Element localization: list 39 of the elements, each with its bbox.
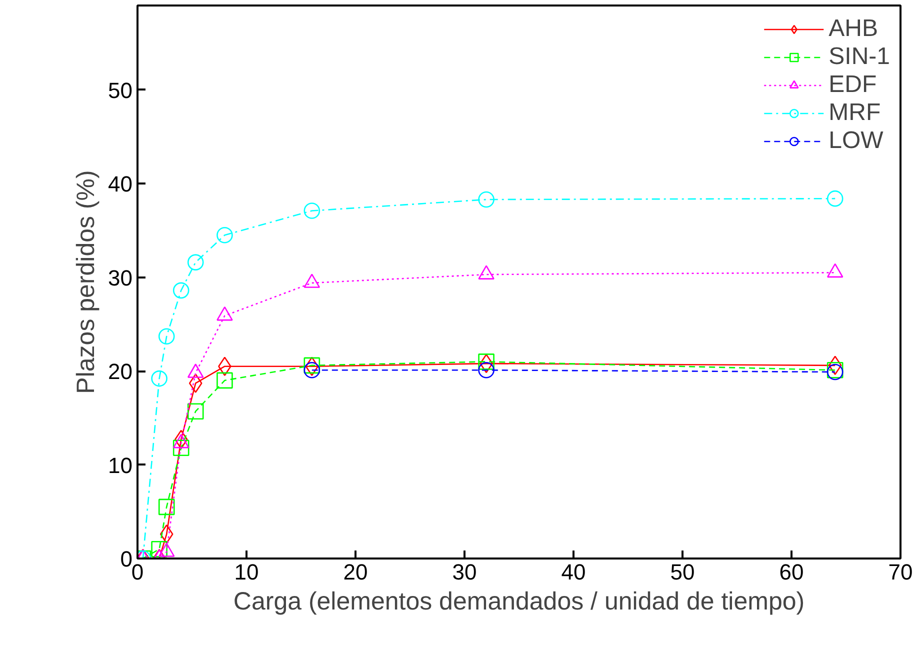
x-tick-label: 40 — [561, 560, 586, 584]
point — [188, 374, 202, 393]
point — [151, 540, 168, 558]
point — [304, 202, 320, 219]
y-tick-label: 50 — [108, 78, 133, 103]
y-axis-title: Plazos perdidos (%) — [72, 170, 100, 394]
x-tick-label: 50 — [670, 560, 695, 584]
x-tick-label: 30 — [452, 560, 477, 584]
y-tick-label: 30 — [108, 265, 133, 290]
x-tick-label: 20 — [343, 560, 368, 584]
point — [187, 254, 204, 270]
point — [478, 362, 494, 378]
point — [478, 191, 494, 208]
legend-label: MRF — [828, 99, 881, 127]
point — [158, 498, 175, 516]
point — [158, 328, 175, 344]
y-tick-label: 40 — [108, 172, 133, 197]
point — [160, 524, 174, 544]
x-tick-label: 60 — [779, 560, 804, 584]
x-tick-label: 70 — [888, 560, 913, 584]
legend-label: LOW — [828, 127, 884, 155]
point — [151, 370, 168, 387]
point — [828, 356, 842, 376]
legend-label: AHB — [828, 15, 878, 43]
y-tick-label: 10 — [108, 452, 133, 478]
legend-label: SIN-1 — [828, 43, 890, 71]
x-axis-title: Carga (elementos demandados / unidad de tiempo) — [233, 588, 805, 616]
point — [172, 440, 190, 456]
point — [304, 362, 320, 378]
point — [187, 403, 204, 420]
point — [172, 282, 190, 299]
legend-label: EDF — [828, 71, 877, 99]
y-tick-label: 20 — [108, 359, 133, 384]
point — [216, 227, 233, 244]
x-tick-label: 10 — [234, 560, 259, 584]
point — [826, 190, 844, 207]
point — [216, 372, 233, 389]
point — [478, 354, 494, 370]
point — [174, 430, 188, 450]
